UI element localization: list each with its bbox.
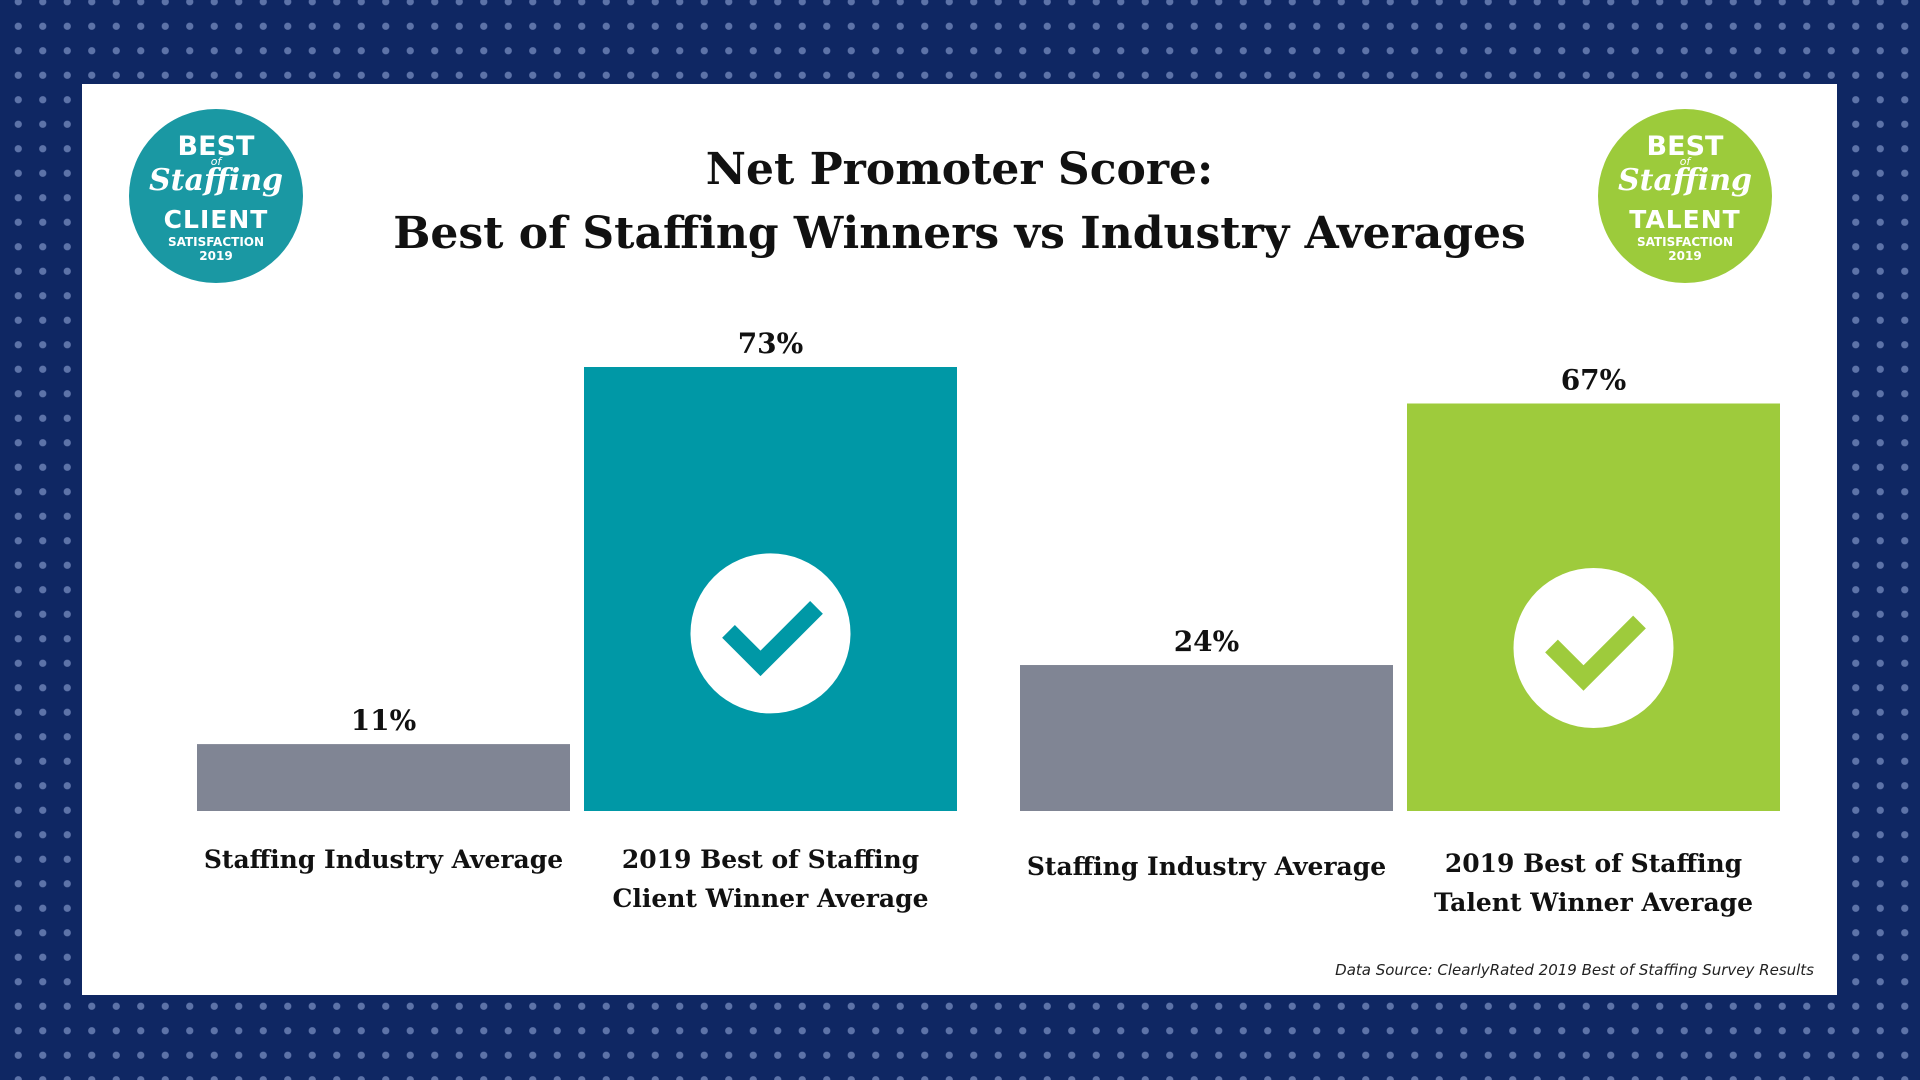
badge-satisfaction-text: SATISFACTION (167, 235, 265, 249)
checkmark-icon (722, 601, 823, 677)
bar-chart: 11% Staffing Industry Average 73% 2019 Best… (197, 327, 1780, 917)
client-satisfaction-badge: BEST of Staffing CLIENT SATISFACTION 201… (129, 109, 303, 283)
bar-value-label: 24% (1174, 625, 1240, 658)
bar-value-label: 11% (351, 704, 417, 737)
category-label: 2019 Best of Staffing (622, 845, 919, 874)
badge-staffing-text: Staffing (1618, 163, 1752, 198)
checkmark-icon (1545, 615, 1646, 691)
badge-satisfaction-text: SATISFACTION (1636, 235, 1734, 249)
category-label: Client Winner Average (612, 884, 928, 913)
badge-staffing-text: Staffing (149, 163, 283, 198)
chart-title-line-1: Net Promoter Score: (705, 144, 1214, 195)
category-label: Staffing Industry Average (204, 845, 563, 874)
check-circle-icon (1513, 567, 1674, 728)
bar (197, 744, 570, 811)
badge-year-text: 2019 (1668, 249, 1702, 263)
bar-value-label: 67% (1561, 363, 1627, 396)
data-source-note: Data Source: ClearlyRated 2019 Best of S… (1335, 961, 1814, 979)
badge-best-text: BEST (1646, 131, 1724, 162)
badge-year-text: 2019 (199, 249, 233, 263)
badge-best-text: BEST (177, 131, 255, 162)
badge-kind-text: CLIENT (163, 205, 269, 234)
bar-value-label: 73% (738, 327, 804, 360)
bar (1020, 665, 1393, 811)
category-label: Staffing Industry Average (1027, 852, 1386, 881)
talent-satisfaction-badge: BEST of Staffing TALENT SATISFACTION 201… (1598, 109, 1772, 283)
badge-kind-text: TALENT (1629, 205, 1741, 234)
category-label: 2019 Best of Staffing (1445, 849, 1742, 878)
badge-of-text: of (210, 155, 222, 168)
badge-of-text: of (1679, 155, 1691, 168)
chart-title-line-2: Best of Staffing Winners vs Industry Ave… (393, 208, 1526, 259)
check-circle-icon (690, 553, 851, 714)
category-label: Talent Winner Average (1434, 888, 1753, 917)
chart-panel: Net Promoter Score: Best of Staffing Win… (82, 84, 1837, 995)
